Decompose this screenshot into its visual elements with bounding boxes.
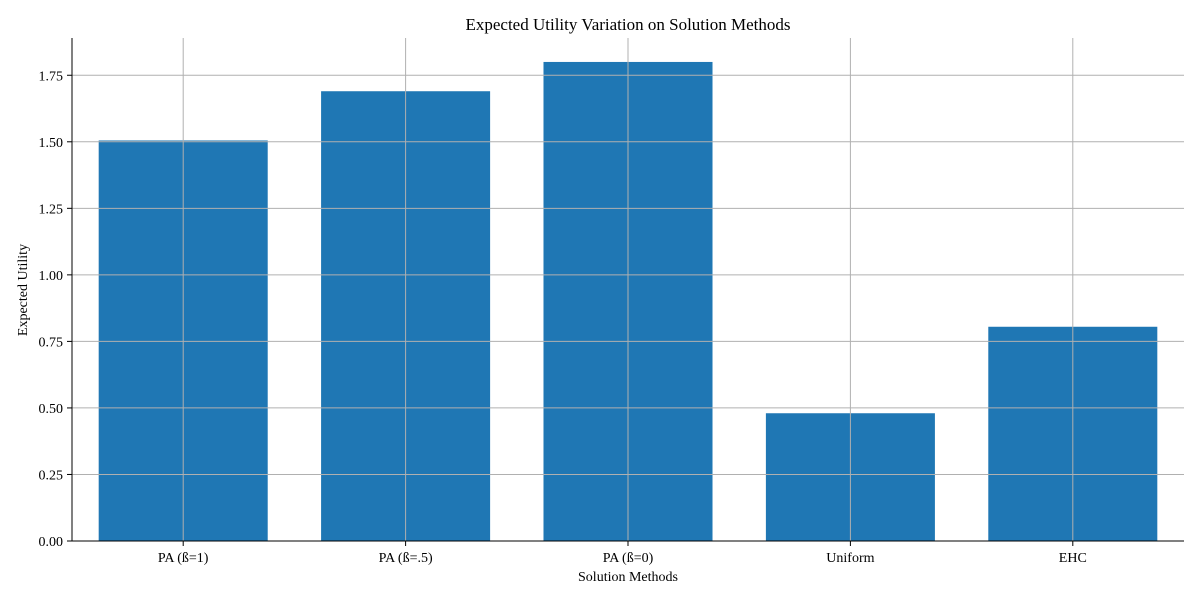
y-tick-label-1: 0.25 xyxy=(39,468,64,483)
x-gridlines xyxy=(182,38,1074,541)
y-tick-label-6: 1.50 xyxy=(39,136,64,151)
x-tick-label-0: PA (ß=1) xyxy=(158,551,209,566)
y-ticks: 0.00 0.25 0.50 0.75 1.00 1.25 1.50 1.75 xyxy=(39,69,72,550)
x-tick-label-3: Uniform xyxy=(826,551,874,566)
y-tick-label-4: 1.00 xyxy=(39,269,64,284)
y-tick-label-0: 0.00 xyxy=(39,535,64,550)
y-tick-label-2: 0.50 xyxy=(39,402,64,417)
x-tick-label-2: PA (ß=0) xyxy=(603,551,654,566)
x-tick-label-1: PA (ß=.5) xyxy=(379,551,433,566)
x-tick-label-4: EHC xyxy=(1059,551,1087,566)
y-tick-label-5: 1.25 xyxy=(39,202,64,217)
y-axis-label: Expected Utility xyxy=(16,244,31,336)
x-ticks: PA (ß=1) PA (ß=.5) PA (ß=0) Uniform EHC xyxy=(158,541,1087,566)
plot-area: 0.00 0.25 0.50 0.75 1.00 1.25 1.50 1.75 PA (ß=1… xyxy=(39,38,1184,566)
chart-title: Expected Utility Variation on Solution M… xyxy=(465,15,790,34)
y-tick-label-3: 0.75 xyxy=(39,335,64,350)
x-axis-label: Solution Methods xyxy=(578,570,678,585)
y-tick-label-7: 1.75 xyxy=(39,69,64,84)
